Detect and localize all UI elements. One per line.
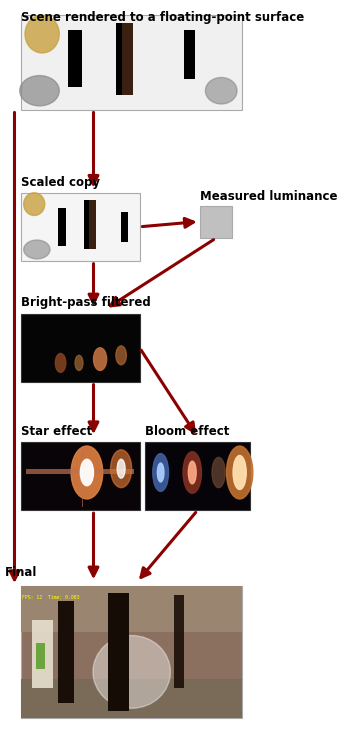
Ellipse shape xyxy=(212,457,225,488)
Bar xyxy=(35,643,45,669)
Bar xyxy=(184,30,195,79)
Bar xyxy=(200,206,232,238)
Ellipse shape xyxy=(117,459,125,478)
Bar xyxy=(116,23,133,94)
Bar xyxy=(32,620,53,688)
Text: Scaled copy: Scaled copy xyxy=(21,176,100,189)
Bar xyxy=(58,601,74,703)
Bar xyxy=(21,586,242,632)
Text: Scene rendered to a floating-point surface: Scene rendered to a floating-point surfa… xyxy=(21,11,304,24)
Bar xyxy=(21,314,140,382)
Text: Star effect: Star effect xyxy=(21,425,92,438)
Ellipse shape xyxy=(226,446,253,499)
Ellipse shape xyxy=(233,455,246,490)
Bar xyxy=(82,446,83,507)
Ellipse shape xyxy=(116,345,126,365)
Ellipse shape xyxy=(80,459,94,486)
Ellipse shape xyxy=(75,355,83,370)
Bar xyxy=(21,679,242,718)
Bar xyxy=(108,593,129,711)
Bar xyxy=(69,30,82,87)
Ellipse shape xyxy=(111,450,132,488)
Text: Bright-pass filtered: Bright-pass filtered xyxy=(21,296,151,309)
Bar xyxy=(84,200,96,249)
Ellipse shape xyxy=(188,461,196,484)
Bar xyxy=(21,586,242,718)
Bar xyxy=(145,442,250,510)
Bar xyxy=(116,23,122,94)
Ellipse shape xyxy=(24,240,50,259)
Bar xyxy=(21,442,140,510)
Ellipse shape xyxy=(183,451,201,494)
Ellipse shape xyxy=(93,636,170,708)
Bar xyxy=(174,596,184,688)
Bar xyxy=(84,200,89,249)
Bar xyxy=(21,15,242,110)
Bar xyxy=(21,193,140,261)
Ellipse shape xyxy=(94,348,107,370)
Ellipse shape xyxy=(71,446,103,499)
Text: Final: Final xyxy=(5,566,38,579)
Text: Measured luminance: Measured luminance xyxy=(200,190,338,203)
Ellipse shape xyxy=(24,193,45,215)
Ellipse shape xyxy=(158,463,164,482)
Ellipse shape xyxy=(153,454,169,491)
Text: FPS: 12  Time: 0.083: FPS: 12 Time: 0.083 xyxy=(22,595,80,600)
Bar xyxy=(58,208,66,246)
Ellipse shape xyxy=(206,78,237,104)
Ellipse shape xyxy=(20,76,59,106)
Ellipse shape xyxy=(55,354,66,373)
Ellipse shape xyxy=(25,15,59,53)
Bar xyxy=(26,469,134,474)
Text: Bloom effect: Bloom effect xyxy=(145,425,229,438)
Bar xyxy=(121,212,128,242)
